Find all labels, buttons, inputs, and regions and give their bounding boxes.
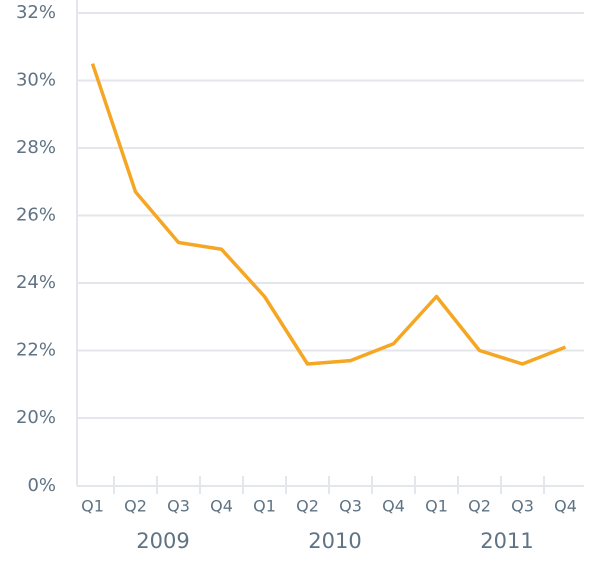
y-tick-label: 26% [16, 205, 56, 226]
y-tick-label: 0% [27, 475, 56, 496]
y-tick-label: 32% [16, 2, 56, 23]
x-tick-label: Q3 [511, 497, 534, 516]
y-tick-label: 20% [16, 407, 56, 428]
y-tick-label: 28% [16, 137, 56, 158]
x-tick-label: Q2 [468, 497, 491, 516]
x-tick-label: Q3 [339, 497, 362, 516]
x-tick-label: Q4 [382, 497, 405, 516]
y-tick-label: 30% [16, 70, 56, 91]
x-tick-label: Q2 [296, 497, 319, 516]
x-tick-label: Q4 [554, 497, 577, 516]
x-group-label: 2009 [136, 529, 189, 553]
y-tick-label: 24% [16, 272, 56, 293]
x-tick-label: Q1 [81, 497, 104, 516]
data-line [90, 63, 567, 366]
x-tick-label: Q1 [425, 497, 448, 516]
x-tick-label: Q4 [210, 497, 233, 516]
x-tick-label: Q2 [124, 497, 147, 516]
x-tick-label: Q3 [167, 497, 190, 516]
x-group-label: 2011 [480, 529, 533, 553]
y-tick-label: 22% [16, 340, 56, 361]
x-group-label: 2010 [308, 529, 361, 553]
x-tick-label: Q1 [253, 497, 276, 516]
